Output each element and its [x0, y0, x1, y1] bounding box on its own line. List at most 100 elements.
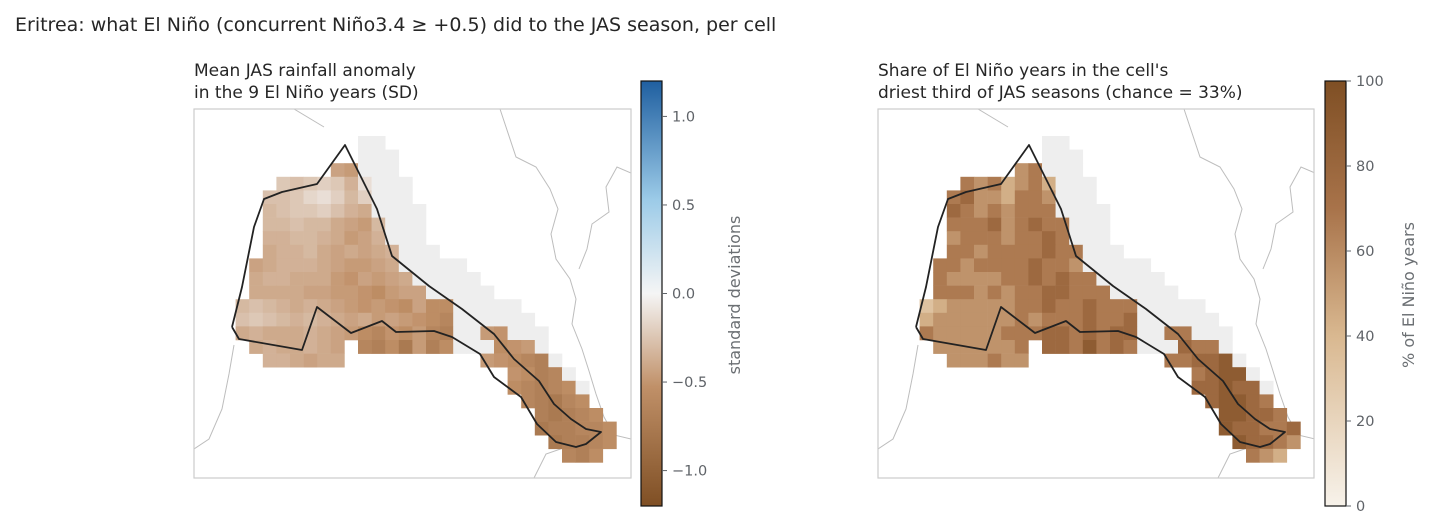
right-cell — [1218, 353, 1233, 368]
left-cell — [412, 312, 427, 327]
left-cell — [262, 258, 277, 273]
left-cell — [358, 163, 372, 178]
right-cell — [1096, 326, 1111, 341]
left-cell — [317, 326, 332, 341]
left-cell — [262, 312, 277, 327]
left-cell — [262, 231, 277, 246]
right-cell — [960, 176, 975, 191]
right-cell — [1001, 285, 1016, 300]
right-cell — [1001, 312, 1016, 327]
right-cell — [974, 353, 988, 368]
right-cell — [1110, 312, 1124, 327]
right-cell — [1096, 217, 1111, 232]
right-cell — [1028, 312, 1043, 327]
right-cell — [1042, 204, 1056, 218]
right-cell — [1055, 149, 1070, 164]
right-cell — [1001, 353, 1016, 368]
right-cell — [987, 231, 1002, 246]
left-cell — [303, 258, 318, 273]
right-cell — [1191, 312, 1206, 327]
right-country-border — [1183, 109, 1314, 440]
left-cell — [276, 244, 291, 259]
left-cell — [330, 176, 345, 191]
right-cell — [974, 340, 988, 354]
left-cell — [371, 340, 386, 354]
left-cell — [358, 231, 372, 246]
right-cell — [1273, 421, 1288, 436]
left-cell — [371, 299, 386, 314]
right-cell — [1001, 204, 1016, 218]
left-cell — [344, 258, 359, 273]
left-colorbar-tick-label: 0.5 — [672, 198, 695, 214]
left-cell — [521, 312, 536, 327]
left-colorbar-label: standard deviations — [725, 216, 744, 375]
right-cell — [1055, 190, 1070, 205]
right-cell — [960, 231, 975, 246]
left-colorbar — [640, 80, 663, 507]
right-cell — [987, 244, 1002, 259]
left-cell — [480, 312, 495, 327]
right-cell — [987, 272, 1002, 286]
left-cell — [290, 204, 304, 218]
right-cell — [1191, 299, 1206, 314]
right-cell — [974, 285, 988, 300]
left-cell — [521, 367, 536, 382]
left-cell — [412, 204, 427, 218]
right-cell — [1178, 299, 1192, 314]
right-cell — [1082, 340, 1097, 354]
right-cell — [1042, 285, 1056, 300]
right-cell — [1082, 326, 1097, 341]
left-cell — [385, 231, 400, 246]
left-cell — [262, 272, 277, 286]
left-cell — [262, 285, 277, 300]
right-cell — [1232, 353, 1247, 368]
left-cell — [494, 299, 508, 314]
left-cell — [521, 380, 536, 395]
left-cell — [412, 285, 427, 300]
right-cell — [1164, 285, 1179, 300]
left-colorbar-tick-label: 1.0 — [672, 109, 695, 125]
left-cell — [548, 394, 563, 409]
right-cell — [1096, 299, 1111, 314]
right-cell — [974, 258, 988, 273]
left-cell — [412, 340, 427, 354]
left-cell — [290, 190, 304, 205]
left-map-frame — [193, 108, 632, 479]
right-cell — [946, 312, 961, 327]
right-cell — [1178, 312, 1192, 327]
right-cell — [1110, 258, 1124, 273]
left-cell — [330, 190, 345, 205]
left-cell — [317, 231, 332, 246]
right-cell — [1082, 244, 1097, 259]
left-cell — [330, 258, 345, 273]
right-cell — [1028, 299, 1043, 314]
right-country-border — [878, 344, 919, 450]
right-country-border — [977, 109, 1009, 128]
right-colorbar-ticks: 100 80 60 40 20 0 — [1346, 74, 1384, 515]
left-eritrea-outline — [231, 144, 602, 448]
left-cell — [602, 421, 617, 436]
left-cell — [589, 435, 604, 450]
right-cell — [1069, 272, 1084, 286]
right-cell — [1014, 258, 1029, 273]
left-cell — [385, 149, 400, 164]
left-cell — [249, 326, 264, 341]
right-cell — [1055, 163, 1070, 178]
left-cell — [330, 244, 345, 259]
left-cell — [317, 272, 332, 286]
right-cell — [1150, 299, 1165, 314]
left-cell — [317, 244, 332, 259]
left-cell — [358, 299, 372, 314]
left-cell — [358, 312, 372, 327]
left-cell — [290, 326, 304, 341]
right-cell — [1246, 367, 1260, 382]
left-cell — [303, 340, 318, 354]
right-cell — [987, 299, 1002, 314]
right-cell — [1042, 190, 1056, 205]
right-cell — [1082, 272, 1097, 286]
right-cell — [1232, 380, 1247, 395]
left-cell — [290, 299, 304, 314]
left-cell — [385, 258, 400, 273]
right-cell — [1286, 421, 1301, 436]
left-cell — [358, 285, 372, 300]
